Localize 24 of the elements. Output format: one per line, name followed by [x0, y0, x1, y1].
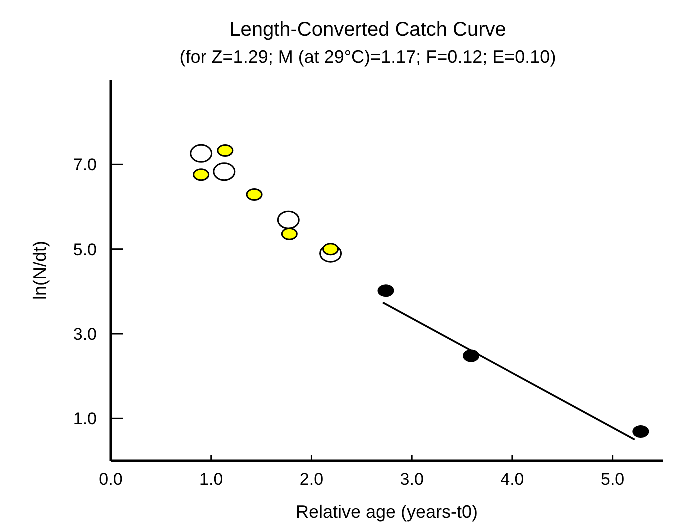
point [378, 284, 394, 298]
point [632, 426, 650, 438]
point [246, 188, 263, 201]
x-tick-label: 0.0 [99, 470, 123, 489]
point [217, 144, 234, 157]
x-tick-label: 5.0 [601, 470, 625, 489]
y-tick-label: 5.0 [73, 240, 97, 260]
chart-subtitle: (for Z=1.29; M (at 29°C)=1.17; F=0.12; E=0.10) [180, 47, 556, 67]
point [190, 144, 213, 163]
point [213, 162, 236, 182]
y-tick-label: 7.0 [73, 156, 97, 175]
point [322, 243, 340, 256]
x-tick-label: 4.0 [500, 470, 524, 489]
y-axis-title: ln(N/dt) [30, 240, 50, 300]
point [281, 228, 298, 240]
y-tick-label: 3.0 [73, 325, 97, 344]
x-tick-label: 2.0 [300, 470, 324, 489]
chart-title: Length-Converted Catch Curve [230, 19, 506, 41]
x-tick-label: 3.0 [400, 470, 424, 489]
x-axis-title: Relative age (years-t0) [296, 502, 478, 522]
y-tick-label: 1.0 [73, 410, 97, 429]
point [193, 168, 210, 182]
point [277, 210, 300, 230]
x-tick-label: 1.0 [200, 470, 224, 489]
